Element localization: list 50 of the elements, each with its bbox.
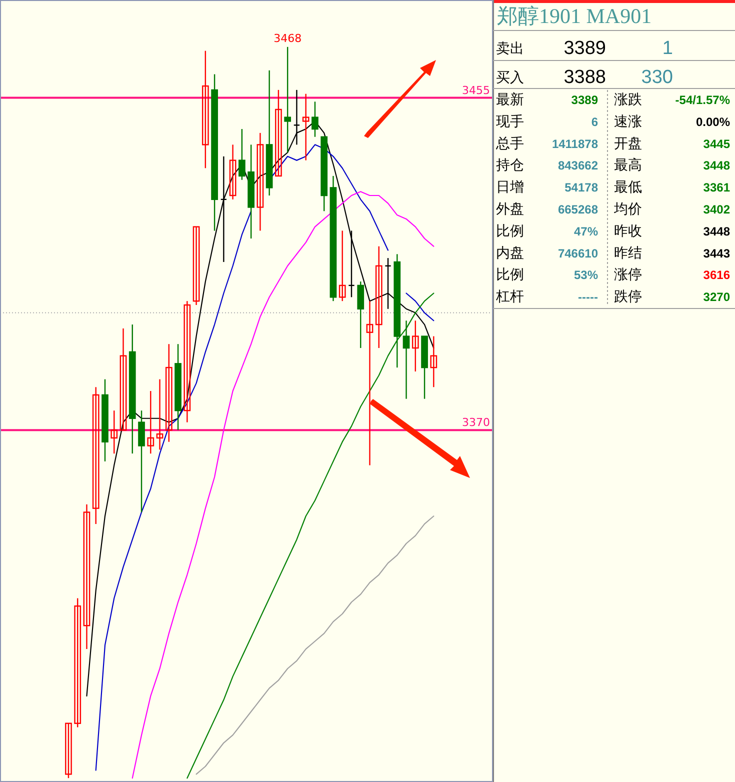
- text: 3270: [703, 290, 730, 304]
- text: 持仓: [496, 158, 524, 174]
- text: 3389: [571, 93, 598, 107]
- text: 3616: [703, 268, 730, 282]
- text: -----: [578, 290, 598, 304]
- text: 3445: [703, 136, 730, 151]
- text: 3361: [703, 180, 730, 195]
- text: 外盘: [496, 202, 524, 218]
- text: 746610: [558, 246, 598, 260]
- text: 3443: [703, 246, 730, 260]
- text: 最新: [496, 92, 524, 108]
- text: 47%: [574, 224, 598, 238]
- text: -54/1.57%: [675, 93, 730, 107]
- text: 开盘: [614, 136, 642, 152]
- text: 均价: [613, 202, 642, 218]
- text: 3402: [703, 202, 730, 216]
- text: 买入: [496, 70, 524, 86]
- text: 665268: [558, 202, 598, 216]
- text: 速涨: [614, 114, 642, 130]
- text: 最低: [614, 180, 642, 196]
- text: 比例: [496, 267, 524, 284]
- ref-line-label: 3370: [462, 416, 490, 430]
- text: 总手: [495, 136, 524, 152]
- text: 3389: [564, 38, 606, 59]
- text: 843662: [558, 158, 598, 173]
- text: 现手: [496, 114, 524, 130]
- text: 6: [591, 114, 598, 129]
- text: 涨跌: [614, 92, 642, 108]
- text: 1411878: [552, 136, 598, 151]
- text: 郑醇1901 MA901: [497, 4, 652, 28]
- ref-line-label: 3455: [462, 84, 490, 97]
- text: 内盘: [496, 245, 524, 262]
- text: 3388: [564, 67, 606, 88]
- text: 比例: [496, 223, 524, 240]
- text: 昨结: [614, 245, 642, 262]
- text: 0.00%: [696, 114, 730, 129]
- text: 卖出: [496, 41, 524, 57]
- annotation: 3468: [274, 32, 302, 45]
- text: 3448: [703, 224, 730, 238]
- text: 330: [641, 67, 673, 88]
- text: 杠杆: [495, 289, 524, 306]
- text: 涨停: [614, 267, 642, 284]
- text: 3448: [703, 158, 730, 173]
- text: 53%: [574, 268, 598, 282]
- text: 54178: [564, 180, 598, 195]
- text: 最高: [614, 158, 642, 174]
- text: 日增: [496, 180, 524, 196]
- text: 昨收: [614, 223, 642, 240]
- text: 跌停: [614, 289, 642, 306]
- text: 1: [662, 38, 673, 59]
